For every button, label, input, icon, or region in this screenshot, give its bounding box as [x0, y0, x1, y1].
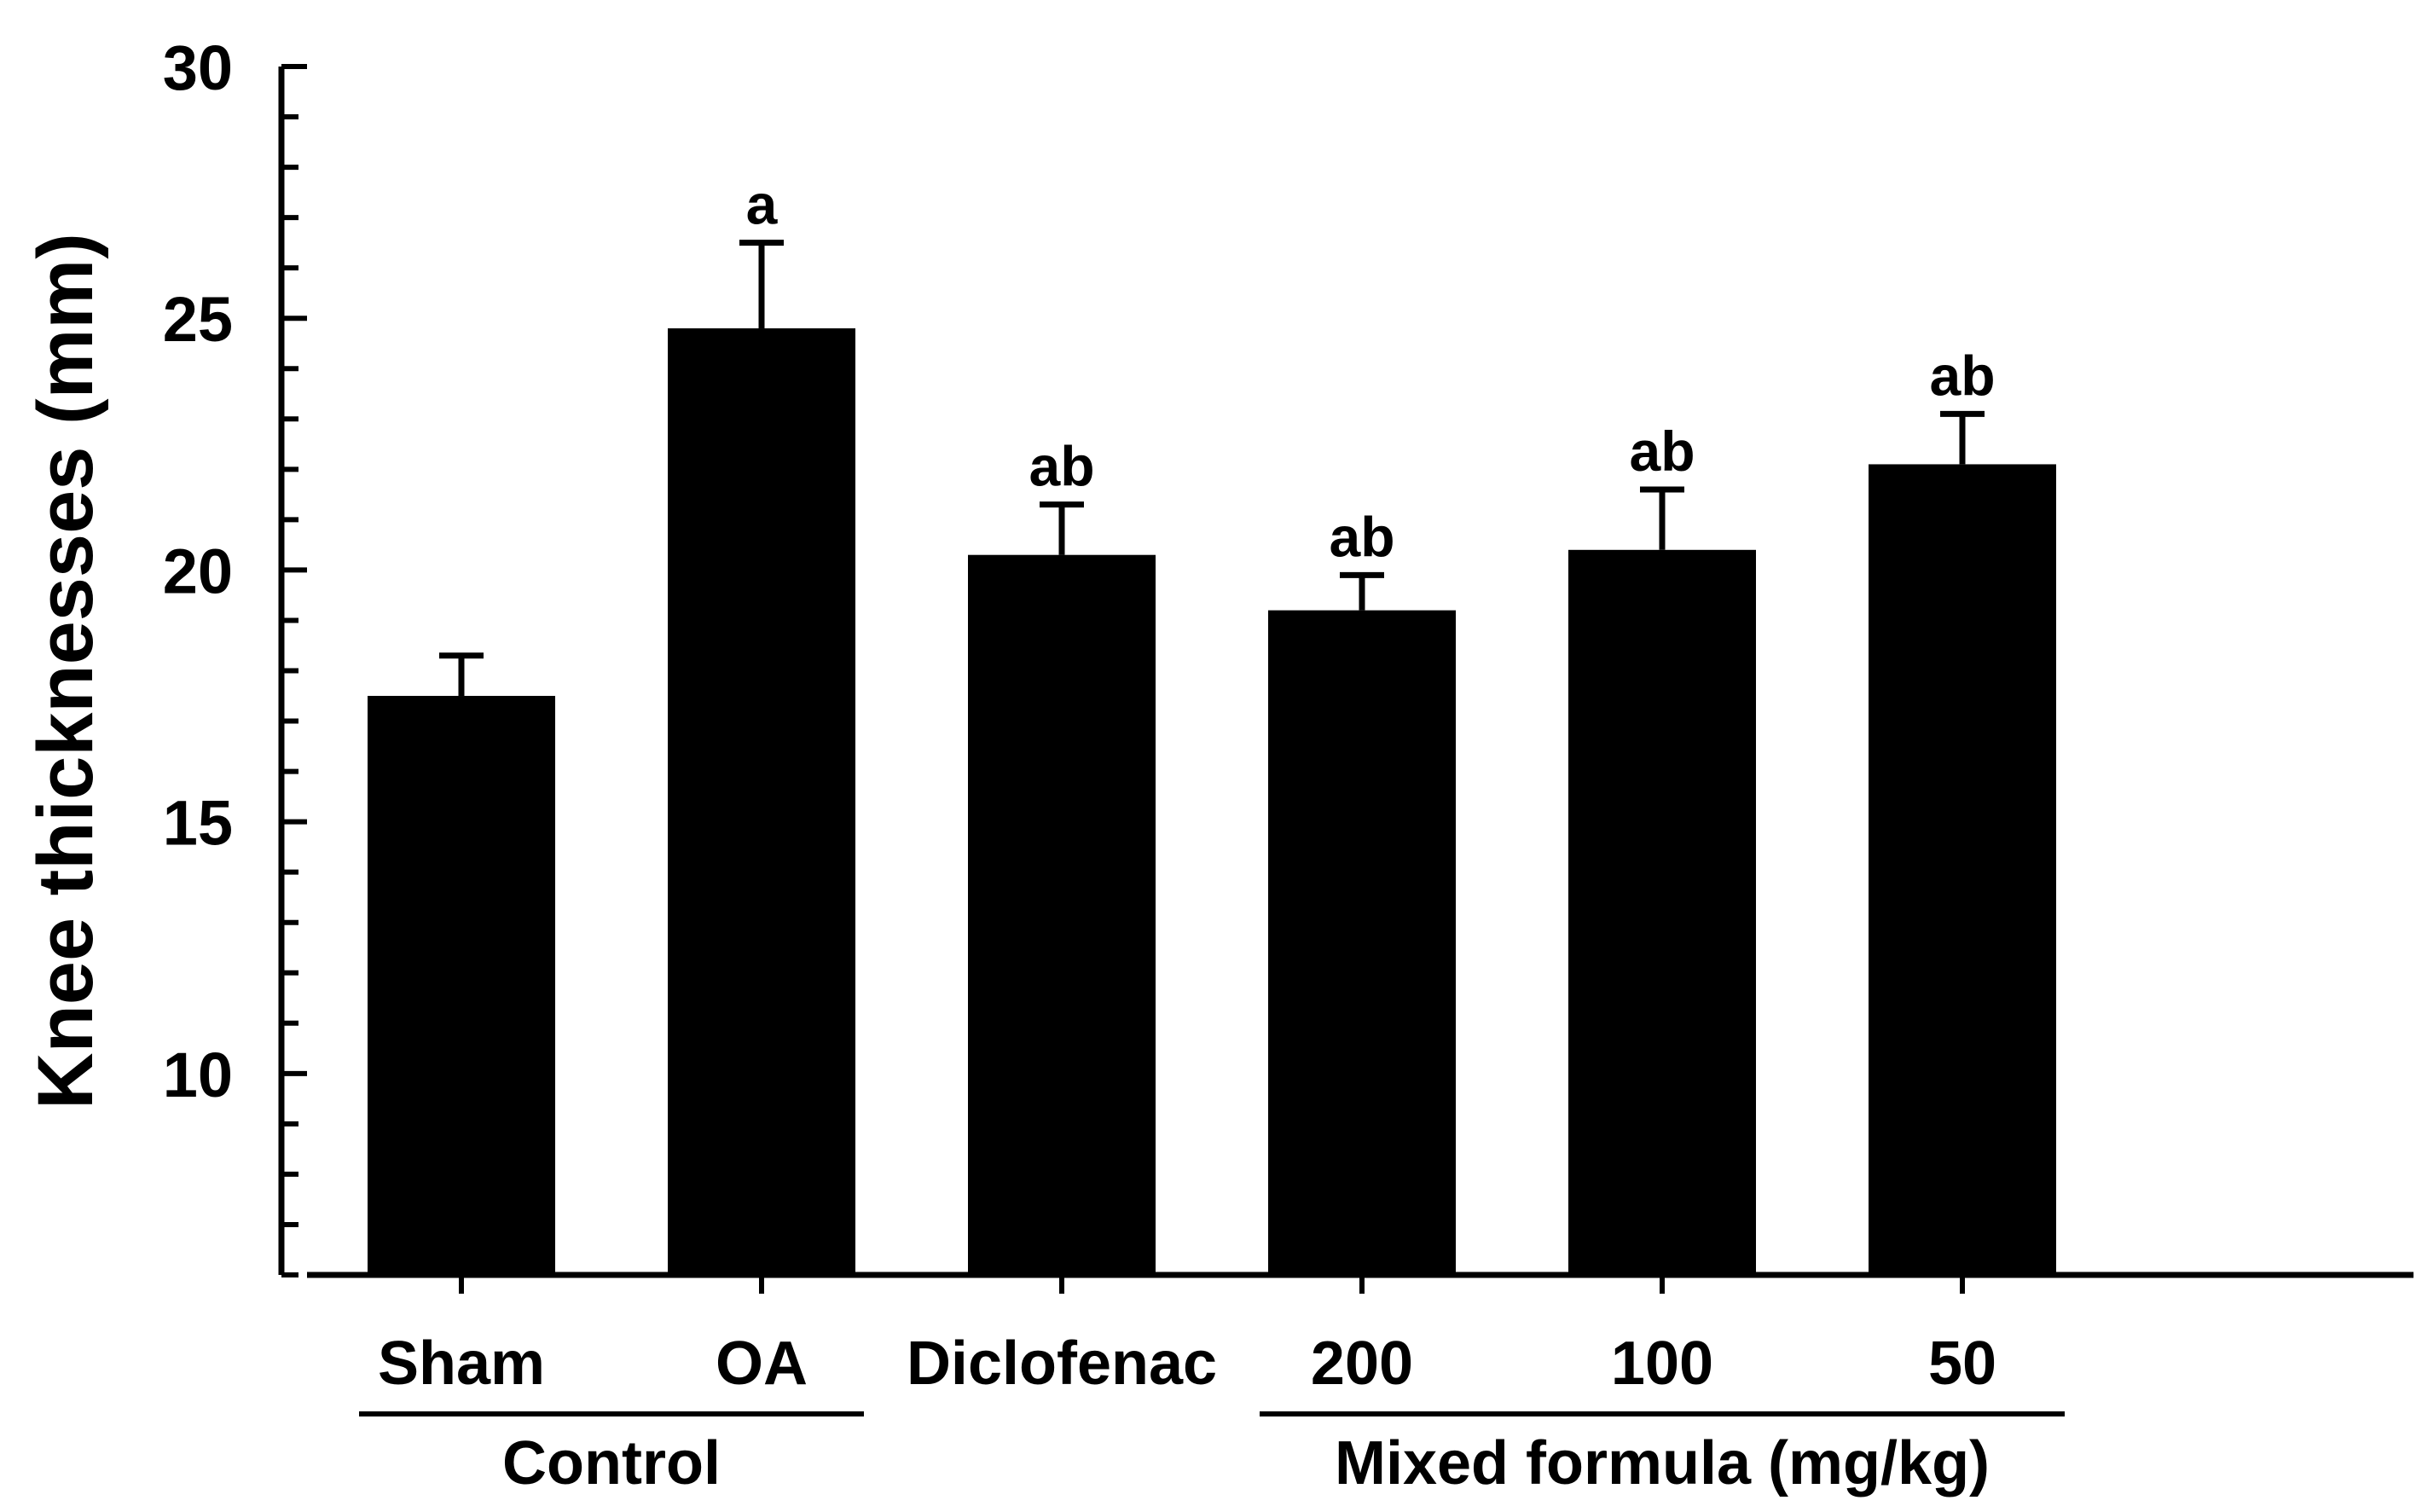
category-label: 200	[1311, 1330, 1413, 1398]
x-axis	[307, 1272, 2414, 1294]
category-labels: Sham OA Diclofenac 200 100 50	[378, 1330, 1996, 1398]
significance-label: ab	[1929, 344, 1995, 407]
y-axis: 10 15 20 25 30	[163, 32, 307, 1277]
group-label: Control	[502, 1429, 721, 1498]
bar	[1869, 464, 2056, 1275]
bar	[368, 696, 555, 1275]
y-axis-label: Knee thicknesses (mm)	[22, 233, 109, 1109]
bar	[1568, 549, 1756, 1275]
y-tick-label: 15	[163, 788, 233, 859]
category-label: 50	[1928, 1330, 1996, 1398]
bar	[1268, 610, 1456, 1275]
significance-label: ab	[1329, 505, 1394, 568]
group-label: Mixed formula (mg/kg)	[1335, 1429, 1990, 1498]
bar	[668, 328, 855, 1276]
significance-labels: a ab ab ab ab	[746, 173, 1996, 569]
category-label: Sham	[378, 1330, 545, 1398]
category-label: 100	[1611, 1330, 1713, 1398]
bars	[368, 328, 2056, 1276]
significance-label: ab	[1629, 420, 1695, 483]
y-tick-label: 25	[163, 284, 233, 355]
significance-label: ab	[1029, 435, 1094, 498]
bar	[968, 554, 1156, 1275]
group-labels: Control Mixed formula (mg/kg)	[359, 1411, 2065, 1498]
category-label: Diclofenac	[907, 1330, 1217, 1398]
error-bars	[439, 240, 1985, 697]
y-tick-label: 10	[163, 1040, 233, 1110]
y-tick-label: 30	[163, 32, 233, 103]
significance-label: a	[746, 173, 779, 236]
y-tick-label: 20	[163, 536, 233, 606]
category-label: OA	[716, 1330, 808, 1398]
